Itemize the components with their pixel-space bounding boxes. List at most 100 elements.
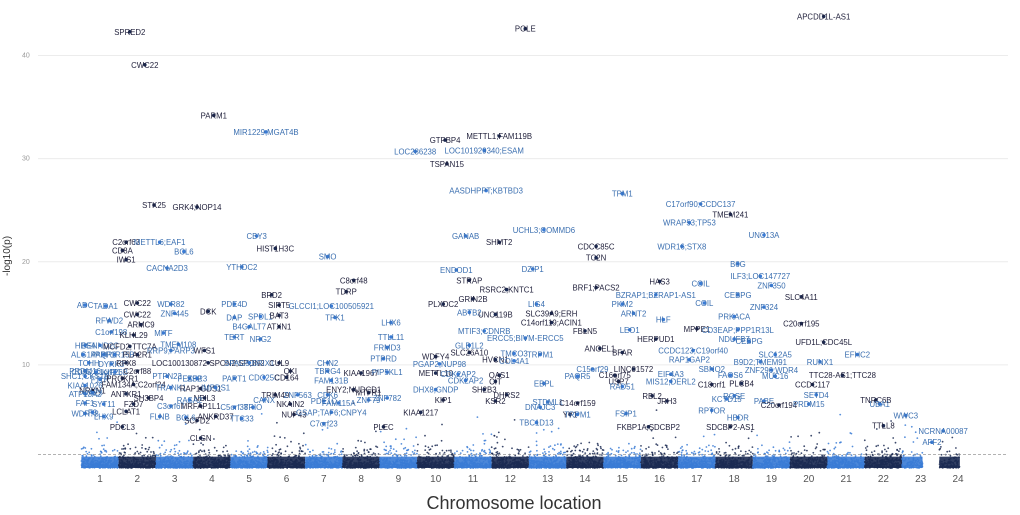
snp-point [390,447,392,450]
snp-point [424,449,427,451]
snp-point [84,447,87,449]
snp-point [225,444,227,447]
snp-point [215,449,218,452]
snp-point [617,450,620,452]
snp-point [453,452,456,454]
snp-point [340,451,342,453]
snp-point [639,448,642,451]
snp-point [493,447,496,450]
snp-point [266,449,269,452]
snp-point [456,450,458,453]
snp-point [504,438,506,441]
snp-point [189,452,192,455]
snp-point [186,450,189,453]
snp-point [416,450,419,452]
snp-point [424,434,426,437]
snp-point [550,430,553,433]
snp-point [390,452,393,454]
snp-point [188,439,190,442]
snp-band [379,456,418,468]
snp-point [152,450,155,453]
snp-point [208,451,211,454]
snp-point [556,443,559,445]
snp-point [103,450,106,452]
snp-point [443,451,446,454]
snp-point [490,433,493,436]
snp-point [429,448,432,451]
snp-point [495,451,498,454]
snp-point [302,432,305,435]
snp-point [438,452,441,454]
snp-point [198,428,201,431]
snp-point [139,451,142,454]
snp-point [560,443,562,445]
snp-point [488,448,491,451]
snp-point [149,455,152,458]
snp-point [471,454,473,457]
snp-point [385,445,388,448]
snp-point [615,450,618,452]
snp-point [498,452,501,455]
snp-point [357,439,360,442]
snp-point [147,448,150,451]
snp-point [609,447,612,450]
snp-point [548,451,550,453]
snp-point [586,448,589,450]
snp-point [173,447,176,450]
snp-point [342,448,344,450]
snp-point [290,440,292,443]
snp-point [415,436,417,439]
snp-point [102,448,105,451]
snp-point [262,451,265,453]
snp-point [233,455,235,457]
snp-point [186,451,189,454]
snp-point [222,446,225,449]
snp-point [148,446,151,449]
snp-point [513,419,516,421]
snp-point [86,452,89,455]
snp-point [601,454,603,456]
snp-point [146,450,149,453]
snp-point [173,444,176,447]
snp-point [427,446,430,449]
snp-point [356,450,358,453]
snp-point [627,450,629,452]
snp-point [600,447,602,450]
snp-point [217,454,220,457]
snp-point [583,448,585,451]
snp-point [279,436,281,439]
snp-point [489,450,492,452]
snp-point [257,445,259,447]
snp-point [483,439,486,442]
snp-point [213,446,216,449]
snp-point [593,452,596,455]
snp-point [151,436,154,439]
snp-point [327,451,330,454]
snp-point [403,438,405,441]
snp-point [202,443,205,446]
snp-band [529,456,567,468]
snp-point [394,438,397,441]
snp-point [564,451,566,454]
snp-point [299,447,302,450]
snp-point [424,445,427,448]
snp-point [273,435,276,437]
snp-point [240,451,243,453]
snp-point [256,452,259,455]
snp-point [516,448,519,451]
snp-point [251,451,254,454]
snp-point [412,445,415,447]
snp-point [333,451,336,454]
snp-point [413,452,416,454]
snp-point [144,447,147,450]
snp-point [511,447,513,450]
snp-point [325,453,328,456]
snp-band [118,456,156,468]
snp-point [493,434,496,437]
snp-point [634,455,637,457]
snp-point [551,447,554,450]
snp-point [597,444,599,447]
snp-point [85,455,88,457]
snp-point [153,452,155,455]
snp-point [135,432,138,435]
